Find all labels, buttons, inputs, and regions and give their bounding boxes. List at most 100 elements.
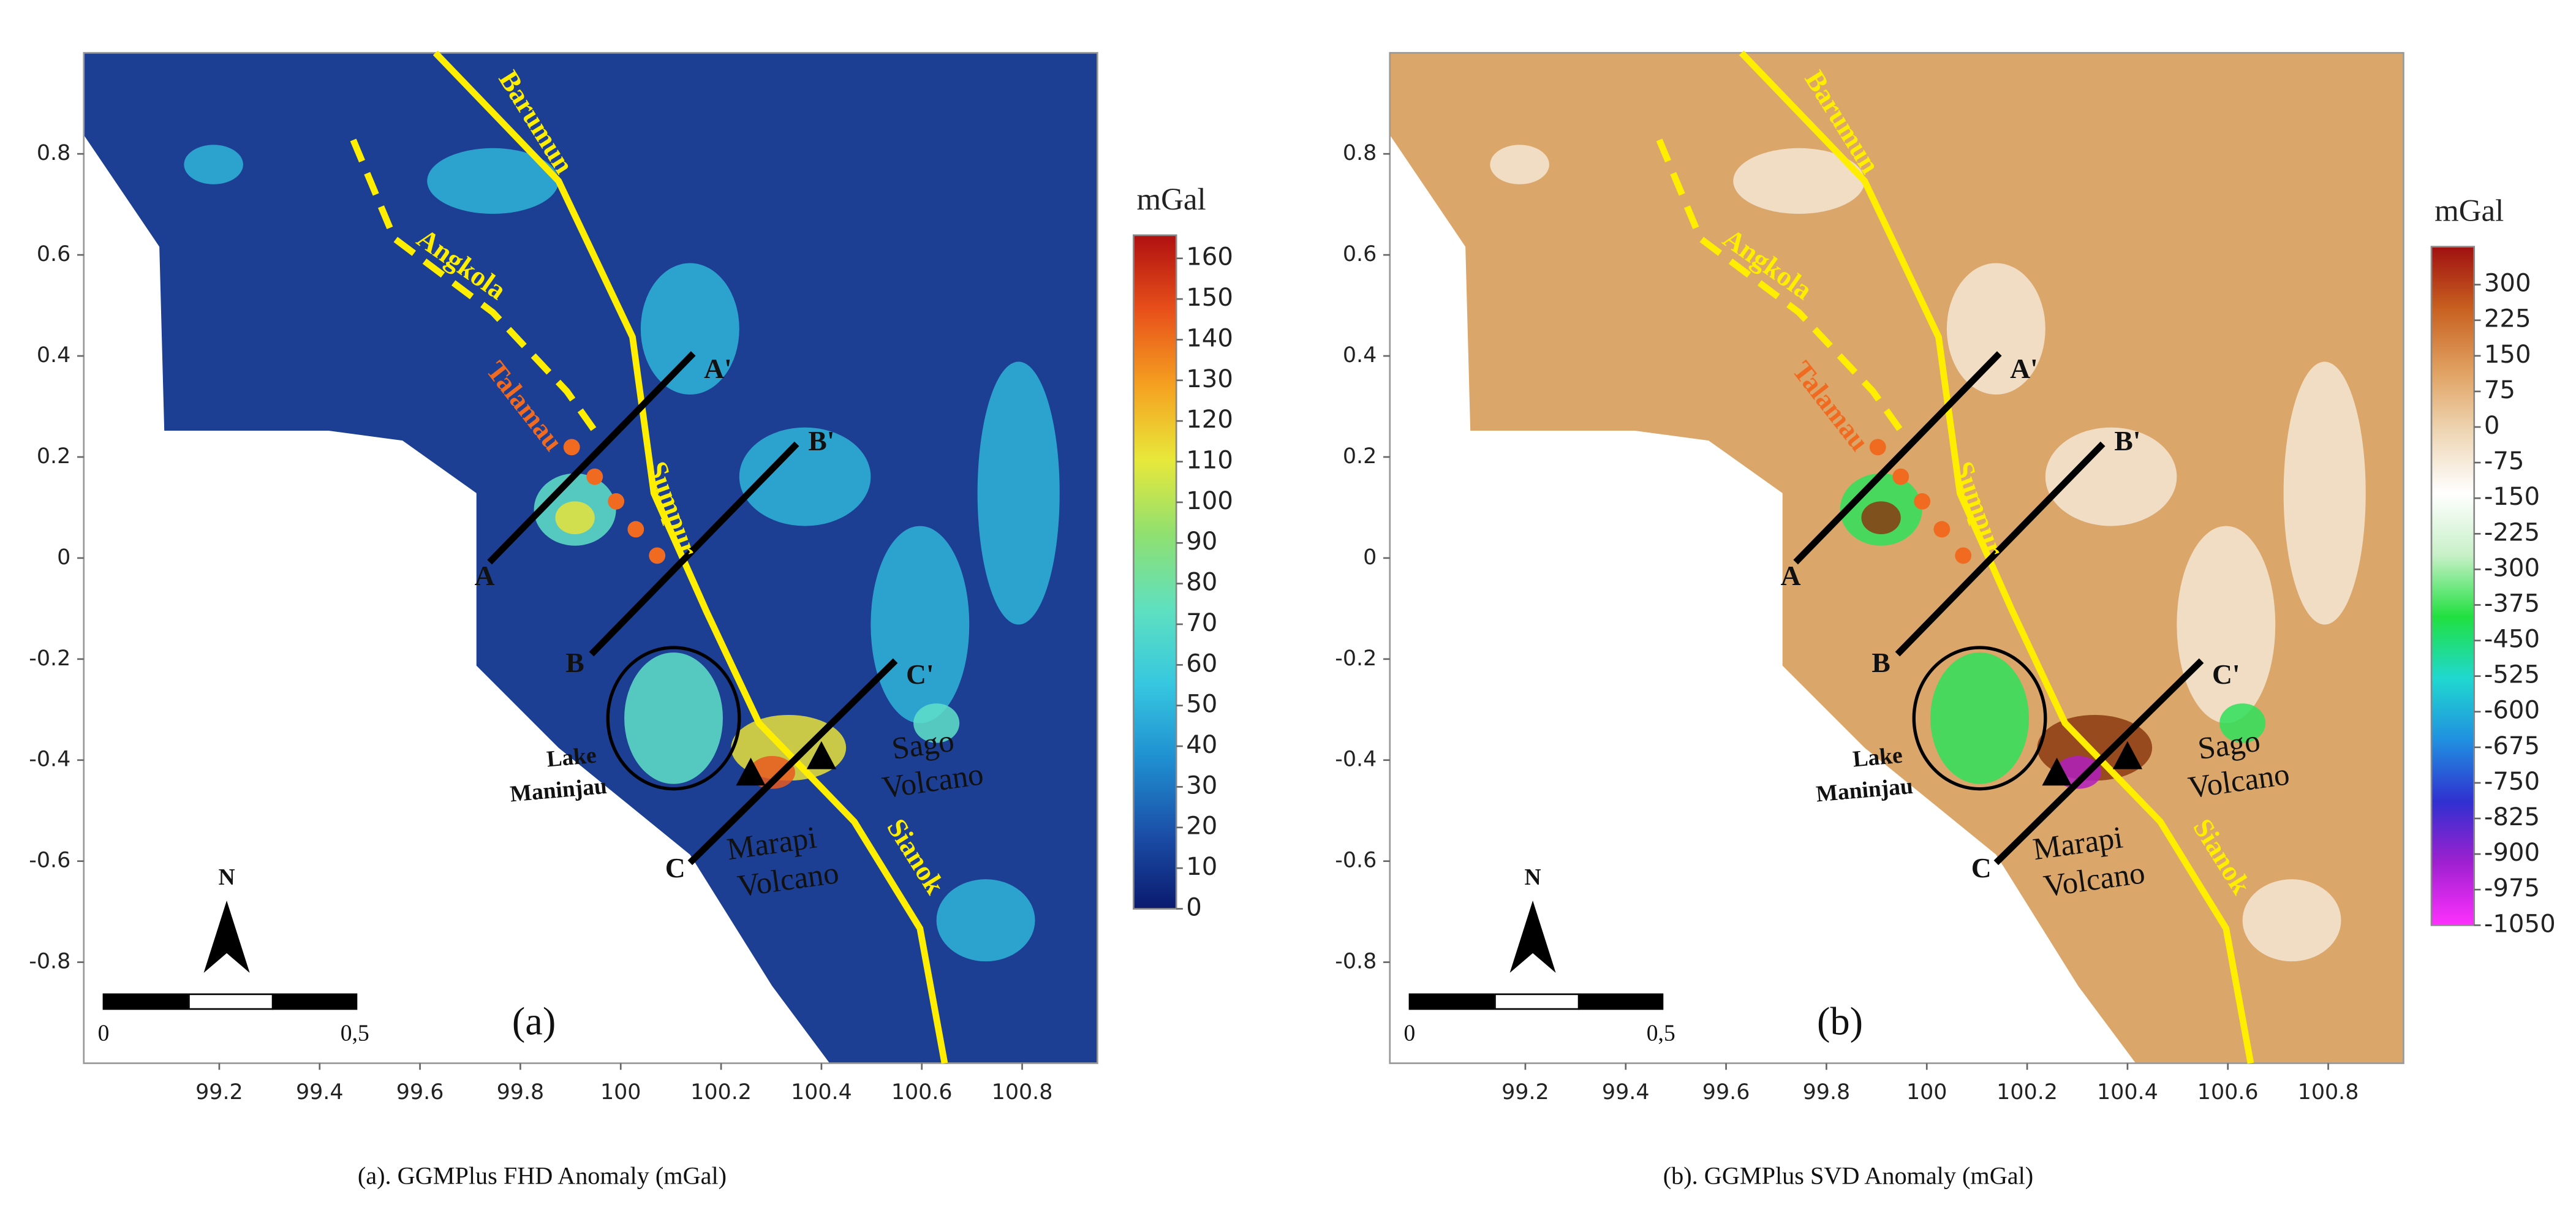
colorbar-tick-label: 40 <box>1186 731 1217 759</box>
anomaly-blob <box>913 703 960 743</box>
anomaly-blob <box>739 427 871 526</box>
colorbar-tick-label: -450 <box>2484 625 2540 654</box>
volcano-marker <box>2042 757 2072 786</box>
north-label: N <box>1525 865 1541 890</box>
profile-line <box>1895 441 2106 657</box>
profile-label: B' <box>808 425 834 456</box>
scale-bar <box>271 993 358 1010</box>
colorbar-tick-label: 225 <box>2484 305 2531 333</box>
lake-outline <box>1912 646 2047 791</box>
colorbar-tick-label: -675 <box>2484 732 2540 760</box>
colorbar-tick-label: -375 <box>2484 589 2540 618</box>
fault-line <box>432 50 948 1064</box>
fault-line <box>1739 50 2254 1064</box>
y-tick-label: -0.2 <box>29 646 70 671</box>
colorbar-tick-label: 150 <box>2484 341 2531 369</box>
north-arrow <box>203 901 250 973</box>
colorbar-tick-label: 80 <box>1186 569 1217 597</box>
site-marker <box>1869 439 1886 456</box>
profile-label: A' <box>704 353 732 384</box>
anomaly-blob <box>977 361 1060 625</box>
colorbar-tick-label: 60 <box>1186 649 1217 678</box>
volcano-marker <box>736 757 766 786</box>
y-tick-label: -0.2 <box>1335 646 1377 671</box>
colorbar-unit: mGal <box>2434 194 2504 229</box>
colorbar-tick-label: 70 <box>1186 609 1217 637</box>
lake-label: Lake <box>1852 743 1904 773</box>
site-marker <box>649 547 666 564</box>
y-tick-label: -0.6 <box>1335 848 1377 873</box>
x-tick-label: 100.4 <box>791 1080 852 1105</box>
volcano-label: Sago <box>890 724 956 767</box>
y-tick-label: -0.4 <box>29 747 70 772</box>
x-tick-label: 99.4 <box>1602 1080 1650 1105</box>
colorbar <box>1133 234 1177 910</box>
site-marker <box>586 468 603 485</box>
y-tick-label: 0.2 <box>37 444 70 469</box>
colorbar-tick-label: -1050 <box>2484 910 2556 938</box>
x-tick-label: 100 <box>600 1080 641 1105</box>
anomaly-blob <box>1490 145 1549 184</box>
profile-label: C <box>1971 852 1992 883</box>
anomaly-blob <box>1946 263 2045 395</box>
volcano-marker <box>806 741 837 769</box>
lake-outline <box>606 646 741 791</box>
site-marker <box>1892 468 1909 485</box>
profile-label: A <box>1781 560 1801 591</box>
colorbar-tick-label: 90 <box>1186 527 1217 556</box>
x-tick-label: 100.4 <box>2097 1080 2158 1105</box>
colorbar-tick-label: 120 <box>1186 406 1233 434</box>
x-tick-label: 99.8 <box>1803 1080 1851 1105</box>
x-tick-label: 100.6 <box>2197 1080 2259 1105</box>
anomaly-blob <box>184 145 243 184</box>
colorbar-tick-label: 160 <box>1186 243 1233 271</box>
anomaly-blob <box>1733 148 1865 214</box>
anomaly-blob <box>1930 652 2029 784</box>
colorbar-tick-label: 20 <box>1186 812 1217 841</box>
colorbar-tick-label: -525 <box>2484 661 2540 689</box>
caption: (b). GGMPlus SVD Anomaly (mGal) <box>1663 1162 2033 1189</box>
fault-line <box>1656 138 1904 433</box>
x-tick-label: 100.8 <box>992 1080 1053 1105</box>
colorbar-tick-label: 130 <box>1186 365 1233 393</box>
colorbar-tick-label: 150 <box>1186 284 1233 312</box>
lake-label: Maninjau <box>509 774 608 807</box>
profile-label: B <box>565 647 584 678</box>
panel-tag: (a) <box>512 1000 556 1043</box>
colorbar-tick-label: -75 <box>2484 447 2525 475</box>
x-tick-label: 99.6 <box>1702 1080 1750 1105</box>
panel-tag: (b) <box>1817 1000 1863 1043</box>
colorbar-tick-label: 50 <box>1186 690 1217 719</box>
anomaly-blob <box>427 148 559 214</box>
colorbar-tick-label: -825 <box>2484 803 2540 831</box>
caption: (a). GGMPlus FHD Anomaly (mGal) <box>358 1162 727 1189</box>
colorbar-tick-label: 110 <box>1186 447 1233 475</box>
colorbar-tick-label: -150 <box>2484 483 2540 511</box>
profile-line <box>589 441 799 657</box>
lake-label: Maninjau <box>1815 774 1914 807</box>
profile-label: C' <box>2212 659 2240 690</box>
y-tick-label: 0.4 <box>1343 343 1377 368</box>
x-tick-label: 100.2 <box>690 1080 752 1105</box>
scale-bar <box>188 993 274 1010</box>
site-marker <box>1955 547 1972 564</box>
anomaly-blob <box>640 263 739 395</box>
site-marker <box>1914 493 1931 510</box>
x-tick-label: 99.2 <box>195 1080 243 1105</box>
colorbar-unit: mGal <box>1137 183 1206 217</box>
anomaly-blob <box>2177 526 2276 724</box>
profile-label: A <box>475 560 495 591</box>
y-tick-label: -0.4 <box>1335 747 1377 772</box>
scale-bar <box>1577 993 1664 1010</box>
site-marker <box>1933 521 1951 538</box>
x-tick-label: 99.8 <box>497 1080 545 1105</box>
y-tick-label: 0.4 <box>37 343 70 368</box>
y-tick-label: -0.8 <box>1335 950 1377 974</box>
anomaly-blob <box>555 501 595 535</box>
colorbar-tick-label: 10 <box>1186 853 1217 881</box>
lake-label: Lake <box>546 743 598 773</box>
profile-label: B <box>1872 647 1890 678</box>
y-tick-label: -0.6 <box>29 848 70 873</box>
x-tick-label: 100 <box>1906 1080 1947 1105</box>
